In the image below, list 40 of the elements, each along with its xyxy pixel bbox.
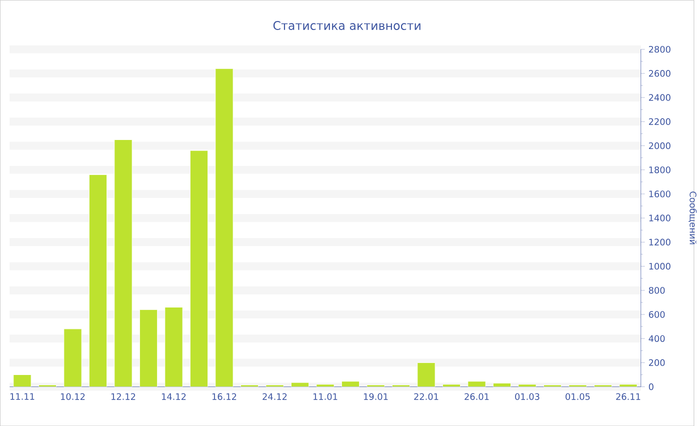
x-tick-label: 14.12 xyxy=(162,393,186,400)
x-tick-label: 10.12 xyxy=(60,393,85,400)
y-tick-label: 2800 xyxy=(648,46,670,53)
x-tick-label: 12.12 xyxy=(111,393,136,400)
y-axis-title: Сообщений xyxy=(688,192,697,244)
x-tick-label: 01.03 xyxy=(515,393,540,400)
bar xyxy=(139,309,158,387)
y-tick-label: 200 xyxy=(648,359,665,366)
x-tick-label: 01.05 xyxy=(566,393,590,400)
x-tick-label: 16.12 xyxy=(212,393,236,400)
x-tick-label: 11.11 xyxy=(10,393,34,400)
bar xyxy=(88,174,108,387)
y-tick-label: 1600 xyxy=(649,190,670,198)
bar xyxy=(190,150,208,387)
y-tick-label: 600 xyxy=(648,311,665,318)
bar xyxy=(417,362,436,387)
y-tick-label: 1000 xyxy=(649,262,670,270)
bar xyxy=(215,68,234,387)
y-tick-label: 1800 xyxy=(649,166,670,174)
y-tick-label: 1200 xyxy=(649,238,670,246)
bar xyxy=(114,139,132,387)
y-tick-label: 400 xyxy=(648,335,665,342)
y-tick-label: 1400 xyxy=(649,214,670,222)
x-tick-label: 26.01 xyxy=(464,393,489,400)
bar xyxy=(468,381,486,387)
chart-title: Статистика активности xyxy=(273,20,420,30)
bar xyxy=(164,306,183,387)
y-tick-label: 2000 xyxy=(648,142,670,150)
y-tick-label: 2200 xyxy=(648,118,670,125)
x-tick-label: 11.01 xyxy=(313,393,338,400)
y-tick-label: 0 xyxy=(648,383,654,390)
x-tick-label: 19.01 xyxy=(364,393,388,400)
bar xyxy=(13,374,32,387)
x-tick-label: 22.01 xyxy=(414,393,438,400)
y-tick-label: 2600 xyxy=(648,70,670,77)
y-tick-label: 2400 xyxy=(648,94,670,101)
bar xyxy=(64,328,82,387)
y-tick-label: 800 xyxy=(648,286,665,294)
x-tick-label: 26.11 xyxy=(616,393,640,400)
x-tick-label: 24.12 xyxy=(262,393,287,400)
